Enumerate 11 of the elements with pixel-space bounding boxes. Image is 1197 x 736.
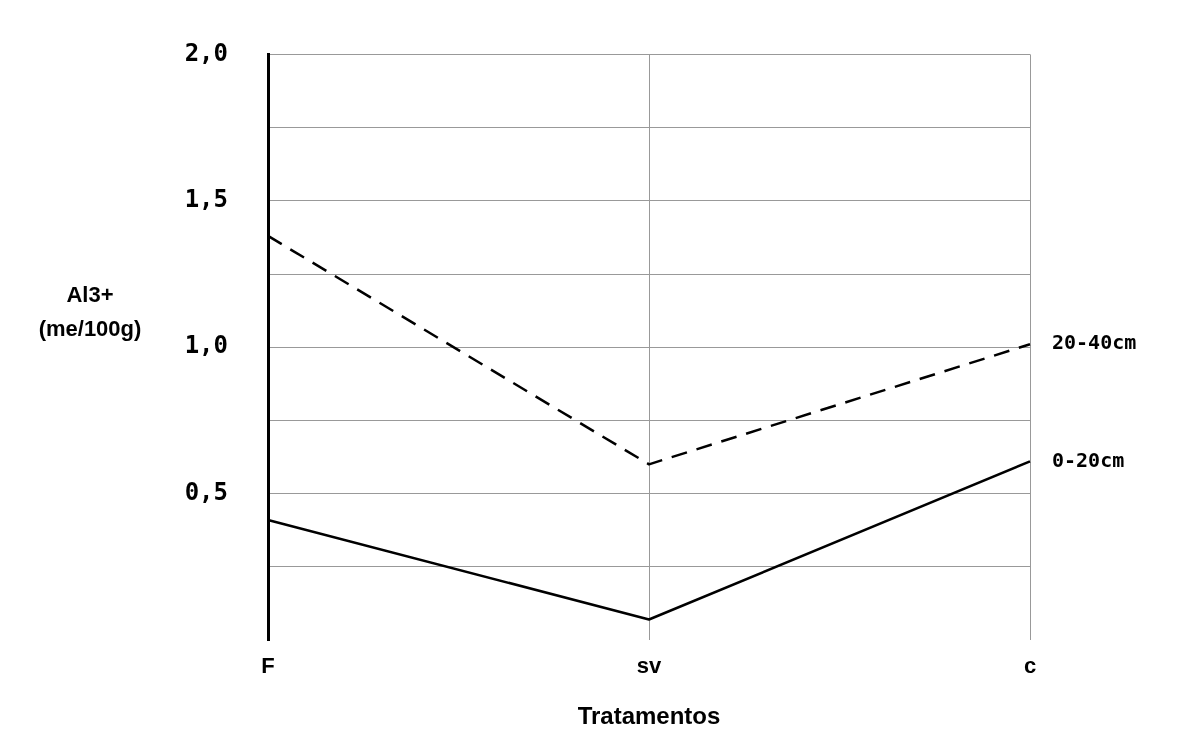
y-axis-title: Al3+ (me/100g) — [37, 281, 143, 343]
y-tick-label: 2,0 — [184, 38, 228, 67]
x-tick-label: c — [1023, 653, 1037, 679]
y-tick-label: 1,5 — [184, 185, 228, 214]
series-label: 0-20cm — [1052, 447, 1125, 472]
y-tick-label: 1,0 — [184, 331, 228, 360]
x-tick-label: sv — [636, 653, 662, 679]
series-label: 20-40cm — [1052, 330, 1137, 355]
x-axis-title: Tratamentos — [577, 702, 721, 730]
x-tick-label: F — [261, 653, 275, 679]
y-tick-label: 0,5 — [184, 477, 228, 506]
